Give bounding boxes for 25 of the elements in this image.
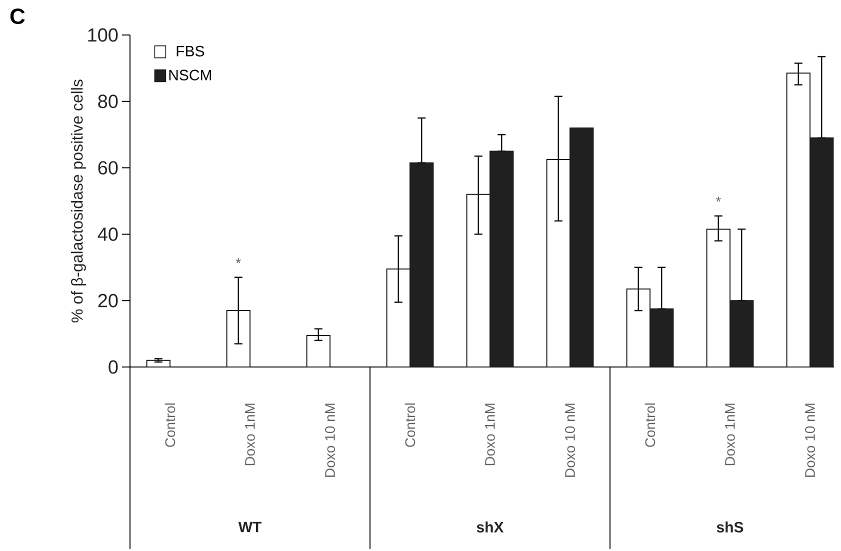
x-tick-label: Doxo 10 nM (565, 404, 575, 477)
x-tick-label: Doxo 10 nM (325, 404, 335, 477)
legend-label: NSCM (169, 70, 212, 80)
text: shX (476, 521, 504, 533)
y-tick-label: 80 (98, 94, 118, 108)
x-tick-label: Doxo 10 nM (805, 404, 815, 477)
y-tick-label: 100 (88, 28, 118, 42)
y-tick-label: 40 (98, 227, 118, 241)
annotation: * (716, 196, 721, 202)
x-tick-label: Doxo 1nM (245, 404, 255, 466)
y-tick-label: 20 (98, 294, 118, 308)
x-tick-label: Doxo 1nM (485, 404, 495, 466)
annotation: * (236, 258, 241, 264)
chart-title: C (10, 8, 25, 24)
text: WT (238, 522, 262, 532)
text: shS (716, 521, 744, 533)
y-tick-label: 60 (98, 161, 118, 175)
x-tick-label: Control (164, 403, 176, 447)
x-tick-label: Control (644, 403, 656, 447)
y-axis-title: % of β-galactosidase positive cells (71, 80, 86, 322)
y-tick-label: 0 (108, 360, 118, 374)
legend-label: FBS (176, 46, 204, 56)
x-tick-label: Doxo 1nM (725, 404, 735, 466)
bar (146, 360, 170, 368)
x-tick-label: Control (404, 403, 416, 447)
